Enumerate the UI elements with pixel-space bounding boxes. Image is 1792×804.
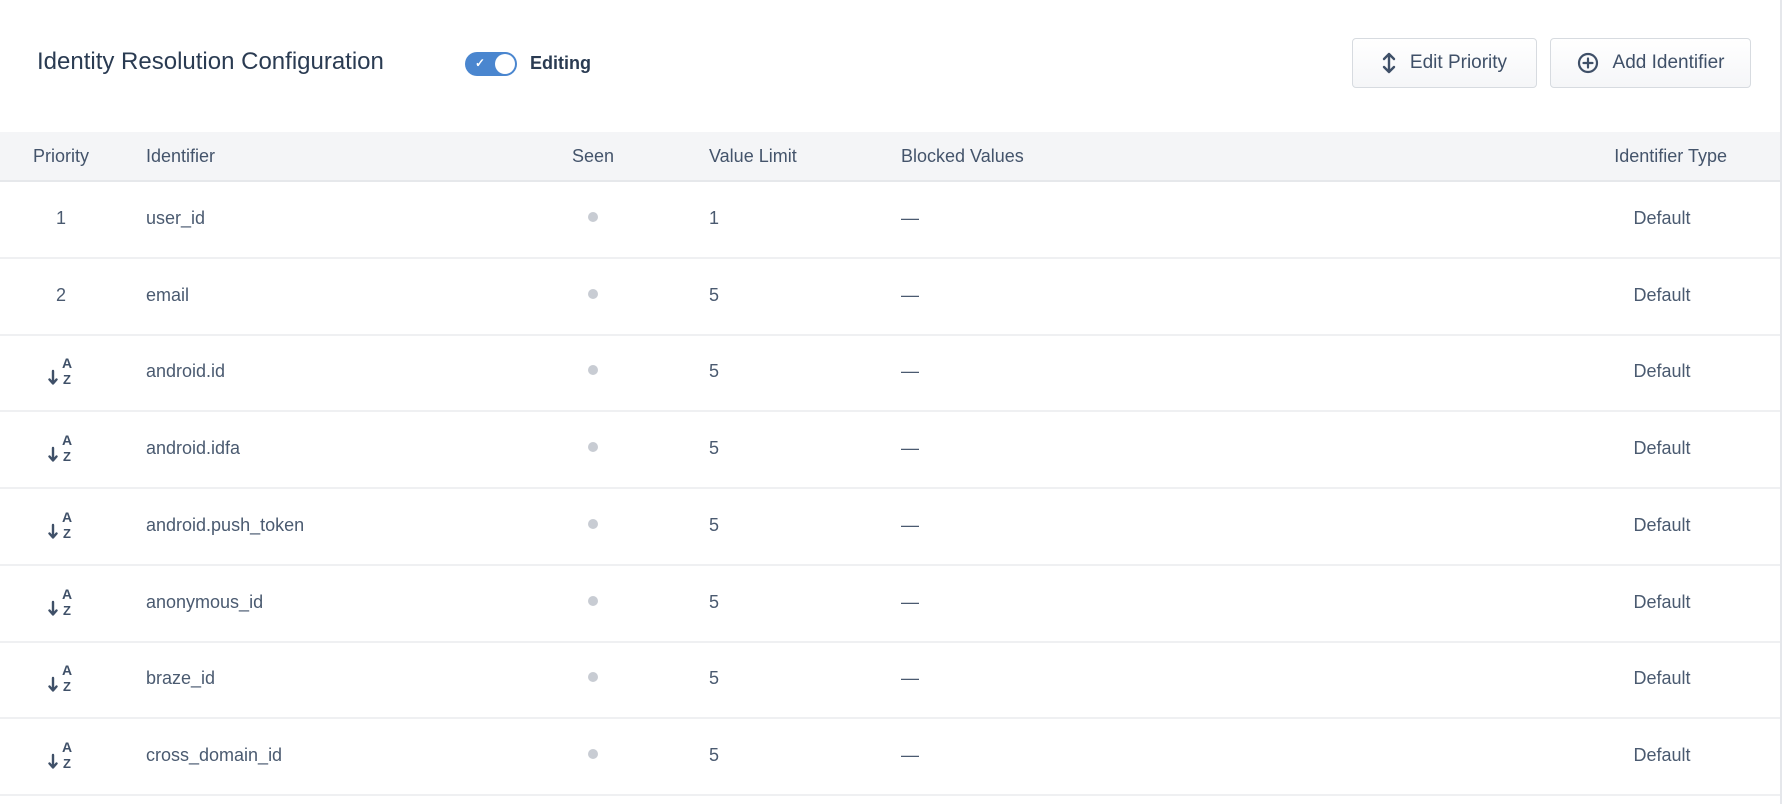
value-limit: 5 [709,668,720,689]
plus-circle-icon [1577,52,1598,74]
identifier-name: email [146,284,190,305]
up-down-arrow-icon [1382,52,1396,74]
column-header-priority: Priority [32,146,89,166]
column-header-blocked-values: Blocked Values [901,146,1024,166]
seen-indicator [588,365,598,376]
table-row[interactable]: 2 email 5 — Default [0,259,1780,336]
value-limit: 5 [709,514,720,535]
sort-alpha-down-icon: AZ [48,739,72,771]
column-header-identifier-type: Identifier Type [1614,146,1727,166]
seen-indicator [588,288,598,299]
blocked-values: — [901,208,919,228]
blocked-values: — [901,361,919,382]
value-limit: 5 [709,361,720,382]
identifier-type: Default [1633,744,1691,765]
blocked-values: — [901,668,919,689]
value-limit: 1 [709,208,720,228]
value-limit: 5 [709,744,720,765]
add-identifier-button[interactable]: Add Identifier [1550,38,1751,88]
svg-text:Z: Z [63,449,71,464]
identifier-type: Default [1633,591,1691,612]
sort-alpha-down-icon: AZ [48,586,72,618]
identifier-name: braze_id [146,668,216,689]
blocked-values: — [901,514,919,535]
svg-text:Z: Z [63,756,71,771]
svg-text:A: A [62,509,72,525]
svg-text:Z: Z [63,679,71,694]
page-title: Identity Resolution Configuration [37,48,384,75]
identifier-type: Default [1633,514,1691,535]
sort-alpha-down-icon: AZ [48,432,72,464]
blocked-values: — [901,744,919,765]
sort-alpha-down-icon: AZ [48,355,72,387]
edit-priority-button[interactable]: Edit Priority [1352,38,1537,88]
priority-value: 1 [55,208,66,228]
svg-text:Z: Z [63,526,71,541]
value-limit: 5 [709,284,720,305]
identifier-name: android.idfa [146,438,241,459]
sort-alpha-down-icon: AZ [48,662,72,694]
identifier-name: android.id [146,361,226,382]
identifier-name: user_id [146,208,206,228]
blocked-values: — [901,284,919,305]
svg-text:A: A [62,432,72,448]
identifier-name: android.push_token [146,514,305,535]
identifier-type: Default [1633,284,1691,305]
value-limit: 5 [709,591,720,612]
identifier-type: Default [1633,668,1691,689]
seen-indicator [588,442,598,453]
identifier-type: Default [1633,361,1691,382]
editing-toggle[interactable]: ✓ [465,52,517,76]
toggle-knob [495,54,515,74]
svg-text:A: A [62,586,72,602]
identifier-type: Default [1633,438,1691,459]
blocked-values: — [901,591,919,612]
svg-text:A: A [62,355,72,371]
svg-text:Z: Z [63,372,71,387]
priority-value: 2 [55,284,66,305]
column-header-identifier: Identifier [146,146,216,166]
column-header-value-limit: Value Limit [709,146,797,166]
seen-indicator [588,212,598,222]
table-header: Priority Identifier Seen Value Limit Blo… [0,132,1780,182]
seen-indicator [588,518,598,529]
check-icon: ✓ [475,56,486,70]
seen-indicator [588,748,598,759]
identifier-name: cross_domain_id [146,744,283,765]
table-row[interactable]: 1 user_id 1 — Default [0,182,1780,259]
blocked-values: — [901,438,919,459]
svg-text:A: A [62,662,72,678]
seen-indicator [588,672,598,683]
edit-priority-label: Edit Priority [1409,52,1508,73]
add-identifier-label: Add Identifier [1612,52,1725,73]
identifier-type: Default [1633,208,1691,228]
svg-text:A: A [62,739,72,755]
svg-text:Z: Z [63,603,71,618]
value-limit: 5 [709,438,720,459]
editing-label: Editing [530,53,591,73]
sort-alpha-down-icon: AZ [48,509,72,541]
seen-indicator [588,595,598,606]
identifier-name: anonymous_id [146,591,264,612]
column-header-seen: Seen [571,146,615,166]
